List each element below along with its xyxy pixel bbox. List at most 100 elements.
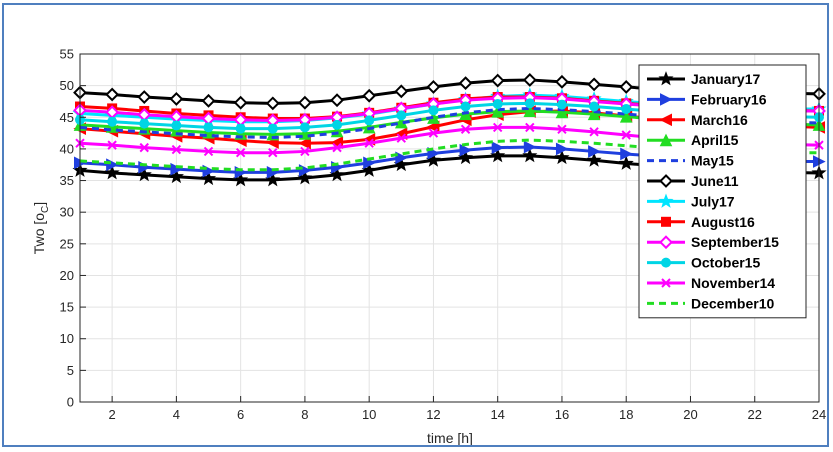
data-point <box>589 127 599 137</box>
data-point <box>332 142 342 153</box>
data-point <box>492 122 503 133</box>
data-point <box>107 140 117 150</box>
data-point <box>300 146 310 157</box>
y-tick-label: 5 <box>67 363 74 378</box>
data-point <box>586 152 602 167</box>
data-point <box>104 165 120 180</box>
data-point <box>621 104 632 115</box>
y-axis-label: Two [oC] <box>31 202 51 254</box>
legend-item: May15 <box>647 153 734 169</box>
data-point <box>428 105 439 116</box>
data-point <box>618 155 634 170</box>
data-point <box>139 118 150 129</box>
legend-item: September15 <box>647 234 779 250</box>
data-point <box>235 147 246 158</box>
data-point <box>523 140 537 154</box>
data-point <box>396 110 407 121</box>
data-point <box>658 193 674 208</box>
x-axis-ticks: 2 4 6 8 10 12 14 16 18 20 22 24 <box>109 396 826 422</box>
legend-label: February16 <box>691 91 767 107</box>
legend-label: September15 <box>691 234 779 250</box>
data-point <box>426 79 441 94</box>
legend: January17 February16 March16 April15 May15 Ju… <box>638 64 807 319</box>
x-tick-label: 12 <box>426 407 440 422</box>
legend-item: July17 <box>647 193 735 209</box>
data-point <box>137 90 152 104</box>
y-axis-label-main: Two [o <box>31 213 47 254</box>
x-tick-label: 20 <box>683 407 697 422</box>
y-tick-label: 30 <box>60 205 74 220</box>
y-tick-label: 35 <box>60 173 74 188</box>
data-point <box>364 138 374 148</box>
data-point <box>660 93 673 106</box>
legend-item: November14 <box>647 275 775 291</box>
legend-item: March16 <box>647 112 748 128</box>
data-point <box>491 141 505 154</box>
x-tick-label: 14 <box>490 407 504 422</box>
x-tick-label: 24 <box>812 407 826 422</box>
legend-label: December10 <box>691 295 774 311</box>
legend-item: August16 <box>647 214 755 230</box>
data-point <box>233 95 248 110</box>
data-point <box>621 130 631 140</box>
legend-item: October15 <box>647 255 760 271</box>
data-point <box>394 84 409 99</box>
legend-box <box>638 64 807 319</box>
series-layer <box>72 73 827 187</box>
y-tick-label: 40 <box>60 141 74 156</box>
legend-label: November14 <box>691 275 775 291</box>
data-point <box>659 113 672 127</box>
line-chart: 2 4 6 8 10 12 14 16 18 20 22 24 0510152025303540455… <box>31 47 827 445</box>
y-tick-label: 25 <box>60 236 74 251</box>
legend-item: January17 <box>647 71 760 87</box>
legend-label: August16 <box>691 214 755 230</box>
data-point <box>490 147 506 163</box>
data-point <box>105 87 120 102</box>
data-point <box>298 136 311 150</box>
y-tick-label: 50 <box>60 78 74 93</box>
legend-label: October15 <box>691 255 760 271</box>
data-point <box>203 122 214 133</box>
y-tick-label: 20 <box>60 268 74 283</box>
y-axis-ticks: 0 5 10 15 20 25 30 35 40 45 50 55 <box>60 47 86 410</box>
chart-frame: 2 4 6 8 10 12 14 16 18 20 22 24 0 5 10 15 20 25 30 35 40 45 5… <box>2 3 829 447</box>
x-tick-label: 22 <box>748 407 762 422</box>
data-point <box>522 73 537 87</box>
data-point <box>171 144 182 155</box>
y-tick-label: 0 <box>67 395 74 410</box>
data-point <box>428 128 439 138</box>
data-point <box>524 98 535 109</box>
data-point <box>620 147 633 161</box>
x-axis-label: time [h] <box>427 430 473 445</box>
legend-label: May15 <box>691 153 734 169</box>
data-point <box>139 142 149 153</box>
data-point <box>396 133 407 143</box>
data-point <box>555 142 569 156</box>
data-point <box>364 115 375 126</box>
plot-area-border <box>79 53 820 403</box>
data-point <box>555 105 569 119</box>
legend-label: January17 <box>691 71 760 87</box>
data-point <box>523 104 537 117</box>
x-tick-label: 16 <box>555 407 569 422</box>
data-point <box>330 93 344 108</box>
legend-label: April15 <box>691 132 739 148</box>
data-point <box>525 122 535 133</box>
data-point <box>555 74 569 89</box>
data-point <box>522 147 538 163</box>
data-point <box>169 92 184 106</box>
y-axis-label-subscript: C <box>40 206 51 213</box>
data-point <box>107 116 118 127</box>
data-point <box>460 101 471 112</box>
x-tick-label: 4 <box>173 407 180 422</box>
legend-item: April15 <box>647 132 739 148</box>
legend-item: February16 <box>647 91 767 107</box>
data-point <box>557 124 567 135</box>
data-point <box>589 101 600 112</box>
y-axis-label-close: ] <box>31 202 47 206</box>
data-point <box>459 143 473 157</box>
data-point <box>491 104 505 118</box>
x-tick-label: 2 <box>109 407 116 422</box>
legend-label: July17 <box>691 193 735 209</box>
data-point <box>395 151 408 165</box>
